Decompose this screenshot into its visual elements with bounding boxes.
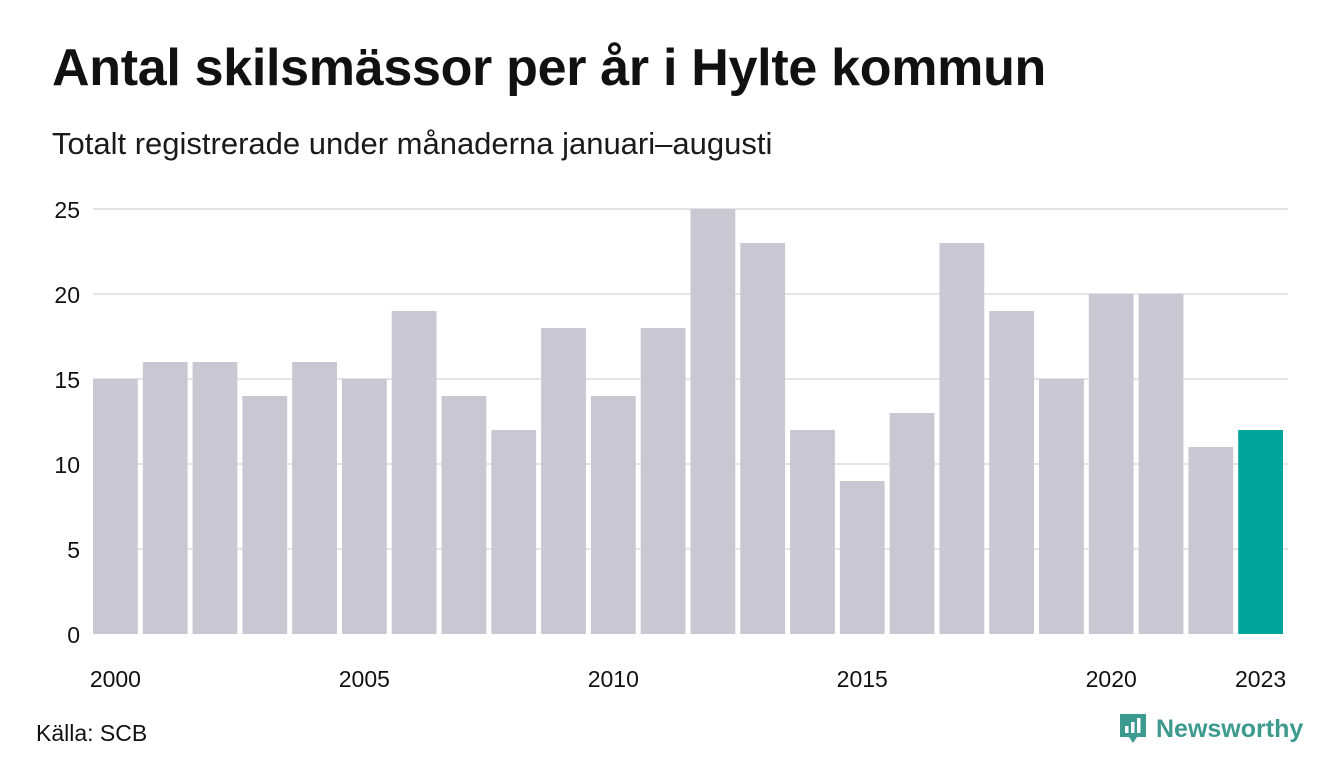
bar-2001 <box>142 362 188 634</box>
x-tick-label: 2010 <box>588 666 639 692</box>
x-tick-label: 2005 <box>339 666 390 692</box>
brand-name: Newsworthy <box>1156 714 1304 743</box>
bar-2019 <box>1039 379 1084 634</box>
bar-2000 <box>93 379 138 634</box>
y-axis-ticks: 0 5 10 15 20 25 <box>54 197 80 648</box>
y-tick-label: 25 <box>54 197 80 223</box>
bar-2013 <box>740 243 786 634</box>
bar-2003 <box>242 396 288 634</box>
chart-title: Antal skilsmässor per år i Hylte kommun <box>52 39 1046 97</box>
chart-subtitle: Totalt registrerade under månaderna janu… <box>52 126 773 161</box>
bar-2010 <box>590 396 636 634</box>
bar-2018 <box>989 311 1035 634</box>
x-tick-label: 2023 <box>1235 666 1286 692</box>
bar-2020 <box>1088 294 1134 634</box>
y-tick-label: 15 <box>54 367 80 393</box>
bar-2008 <box>491 430 537 634</box>
x-axis-ticks: 2000 2005 2010 2015 2020 2023 <box>90 666 1286 692</box>
bar-2016 <box>889 413 935 634</box>
bar-2004 <box>292 362 337 634</box>
bar-2014 <box>790 430 835 634</box>
x-tick-label: 2000 <box>90 666 141 692</box>
newsworthy-logo-icon <box>1120 714 1146 743</box>
x-tick-label: 2020 <box>1086 666 1137 692</box>
bar-2007 <box>441 396 487 634</box>
bar-2012 <box>690 209 736 634</box>
bar-2006 <box>391 311 437 634</box>
bar-2002 <box>192 362 238 634</box>
y-tick-label: 20 <box>54 282 80 308</box>
bar-2005 <box>341 379 387 634</box>
bars <box>93 209 1283 634</box>
bar-2011 <box>640 328 686 634</box>
source-note: Källa: SCB <box>36 720 148 746</box>
bar-2021 <box>1138 294 1184 634</box>
x-tick-label: 2015 <box>837 666 888 692</box>
bar-2022 <box>1188 447 1234 634</box>
brand-logo: Newsworthy <box>1118 712 1303 746</box>
y-tick-label: 10 <box>54 452 80 478</box>
y-tick-label: 5 <box>67 537 80 563</box>
bar-2009 <box>541 328 586 634</box>
bar-2023 <box>1238 430 1283 634</box>
bar-2017 <box>939 243 985 634</box>
bar-2015 <box>839 481 885 634</box>
y-tick-label: 0 <box>67 622 80 648</box>
